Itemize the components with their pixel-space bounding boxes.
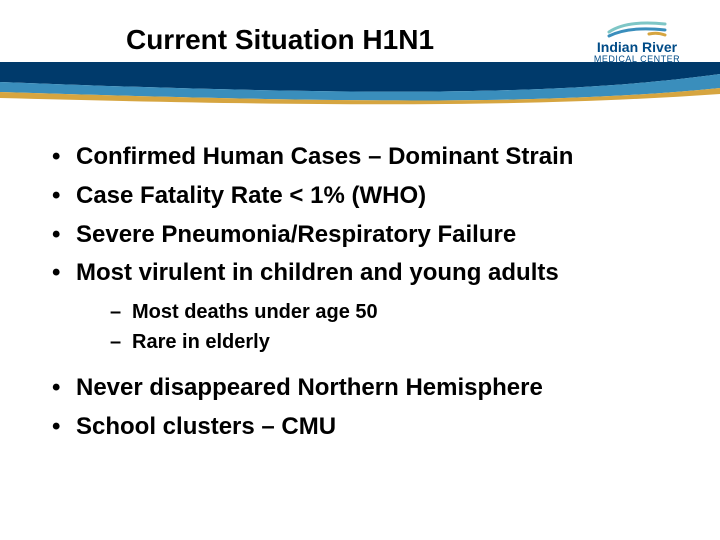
bullet-text: Confirmed Human Cases – Dominant Strain xyxy=(76,143,573,170)
list-item: Severe Pneumonia/Respiratory Failure xyxy=(50,218,680,253)
slide: Current Situation H1N1 Indian River MEDI… xyxy=(0,0,720,540)
brand-logo: Indian River MEDICAL CENTER xyxy=(572,18,702,64)
list-item: Case Fatality Rate < 1% (WHO) xyxy=(50,179,680,214)
list-item: Rare in elderly xyxy=(110,327,680,357)
list-item: Confirmed Human Cases – Dominant Strain xyxy=(50,140,680,175)
logo-text-main: Indian River xyxy=(572,40,702,54)
sub-bullet-list: Most deaths under age 50 Rare in elderly xyxy=(76,291,680,367)
wave-divider-icon xyxy=(0,62,720,106)
bullet-text: School clusters – CMU xyxy=(76,413,336,440)
bullet-text: Most deaths under age 50 xyxy=(132,301,378,323)
bullet-text: Severe Pneumonia/Respiratory Failure xyxy=(76,221,516,248)
bullet-text: Never disappeared Northern Hemisphere xyxy=(76,374,543,401)
bullet-text: Most virulent in children and young adul… xyxy=(76,259,559,286)
list-item: Most deaths under age 50 xyxy=(110,297,680,327)
list-item: School clusters – CMU xyxy=(50,410,680,445)
wave-icon xyxy=(607,18,667,38)
bullet-list: Confirmed Human Cases – Dominant Strain … xyxy=(50,140,680,445)
slide-title: Current Situation H1N1 xyxy=(0,24,560,56)
list-item: Most virulent in children and young adul… xyxy=(50,256,680,367)
content-area: Confirmed Human Cases – Dominant Strain … xyxy=(50,140,680,449)
bullet-text: Case Fatality Rate < 1% (WHO) xyxy=(76,182,426,209)
bullet-text: Rare in elderly xyxy=(132,331,270,353)
list-item: Never disappeared Northern Hemisphere xyxy=(50,371,680,406)
